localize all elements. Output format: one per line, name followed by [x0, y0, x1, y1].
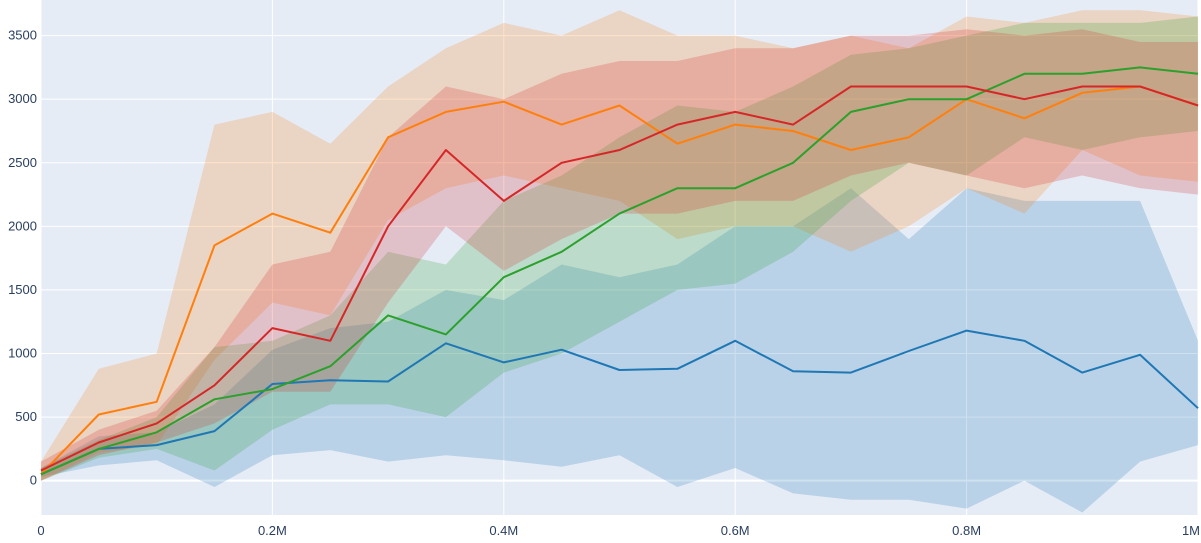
- y-tick-label: 0: [30, 473, 37, 488]
- x-tick-label: 0.8M: [952, 523, 981, 538]
- x-gridlines: [40, 0, 1199, 515]
- x-tick-label: 0.2M: [258, 523, 287, 538]
- x-tick-label: 0.6M: [721, 523, 750, 538]
- y-tick-label: 2500: [8, 155, 37, 170]
- y-axis-ticks: 0 500 1000 1500 2000 2500 3000 3500: [8, 28, 37, 488]
- series-line-2: [40, 66, 1199, 476]
- series-band-1: [41, 10, 1198, 481]
- y-tick-label: 2000: [8, 218, 37, 233]
- series-line-1: [40, 85, 1199, 475]
- series-band-0: [41, 188, 1198, 513]
- x-tick-label: 1M: [1182, 523, 1200, 538]
- x-tick-label: 0: [37, 523, 44, 538]
- y-gridlines: [41, 35, 1198, 482]
- series-line-3: [40, 85, 1199, 472]
- series-band-2: [41, 16, 1198, 481]
- y-tick-label: 500: [15, 409, 37, 424]
- plot-background: [41, 0, 1198, 515]
- y-tick-label: 3000: [8, 91, 37, 106]
- series-line-0: [40, 329, 1199, 476]
- x-tick-label: 0.4M: [489, 523, 518, 538]
- series-lines: [40, 66, 1199, 476]
- y-tick-label: 1500: [8, 282, 37, 297]
- series-band-3: [41, 29, 1198, 481]
- y-tick-label: 1000: [8, 346, 37, 361]
- x-axis-ticks: 0 0.2M 0.4M 0.6M 0.8M 1M: [37, 523, 1200, 538]
- confidence-bands: [41, 10, 1198, 513]
- y-tick-label: 3500: [8, 28, 37, 43]
